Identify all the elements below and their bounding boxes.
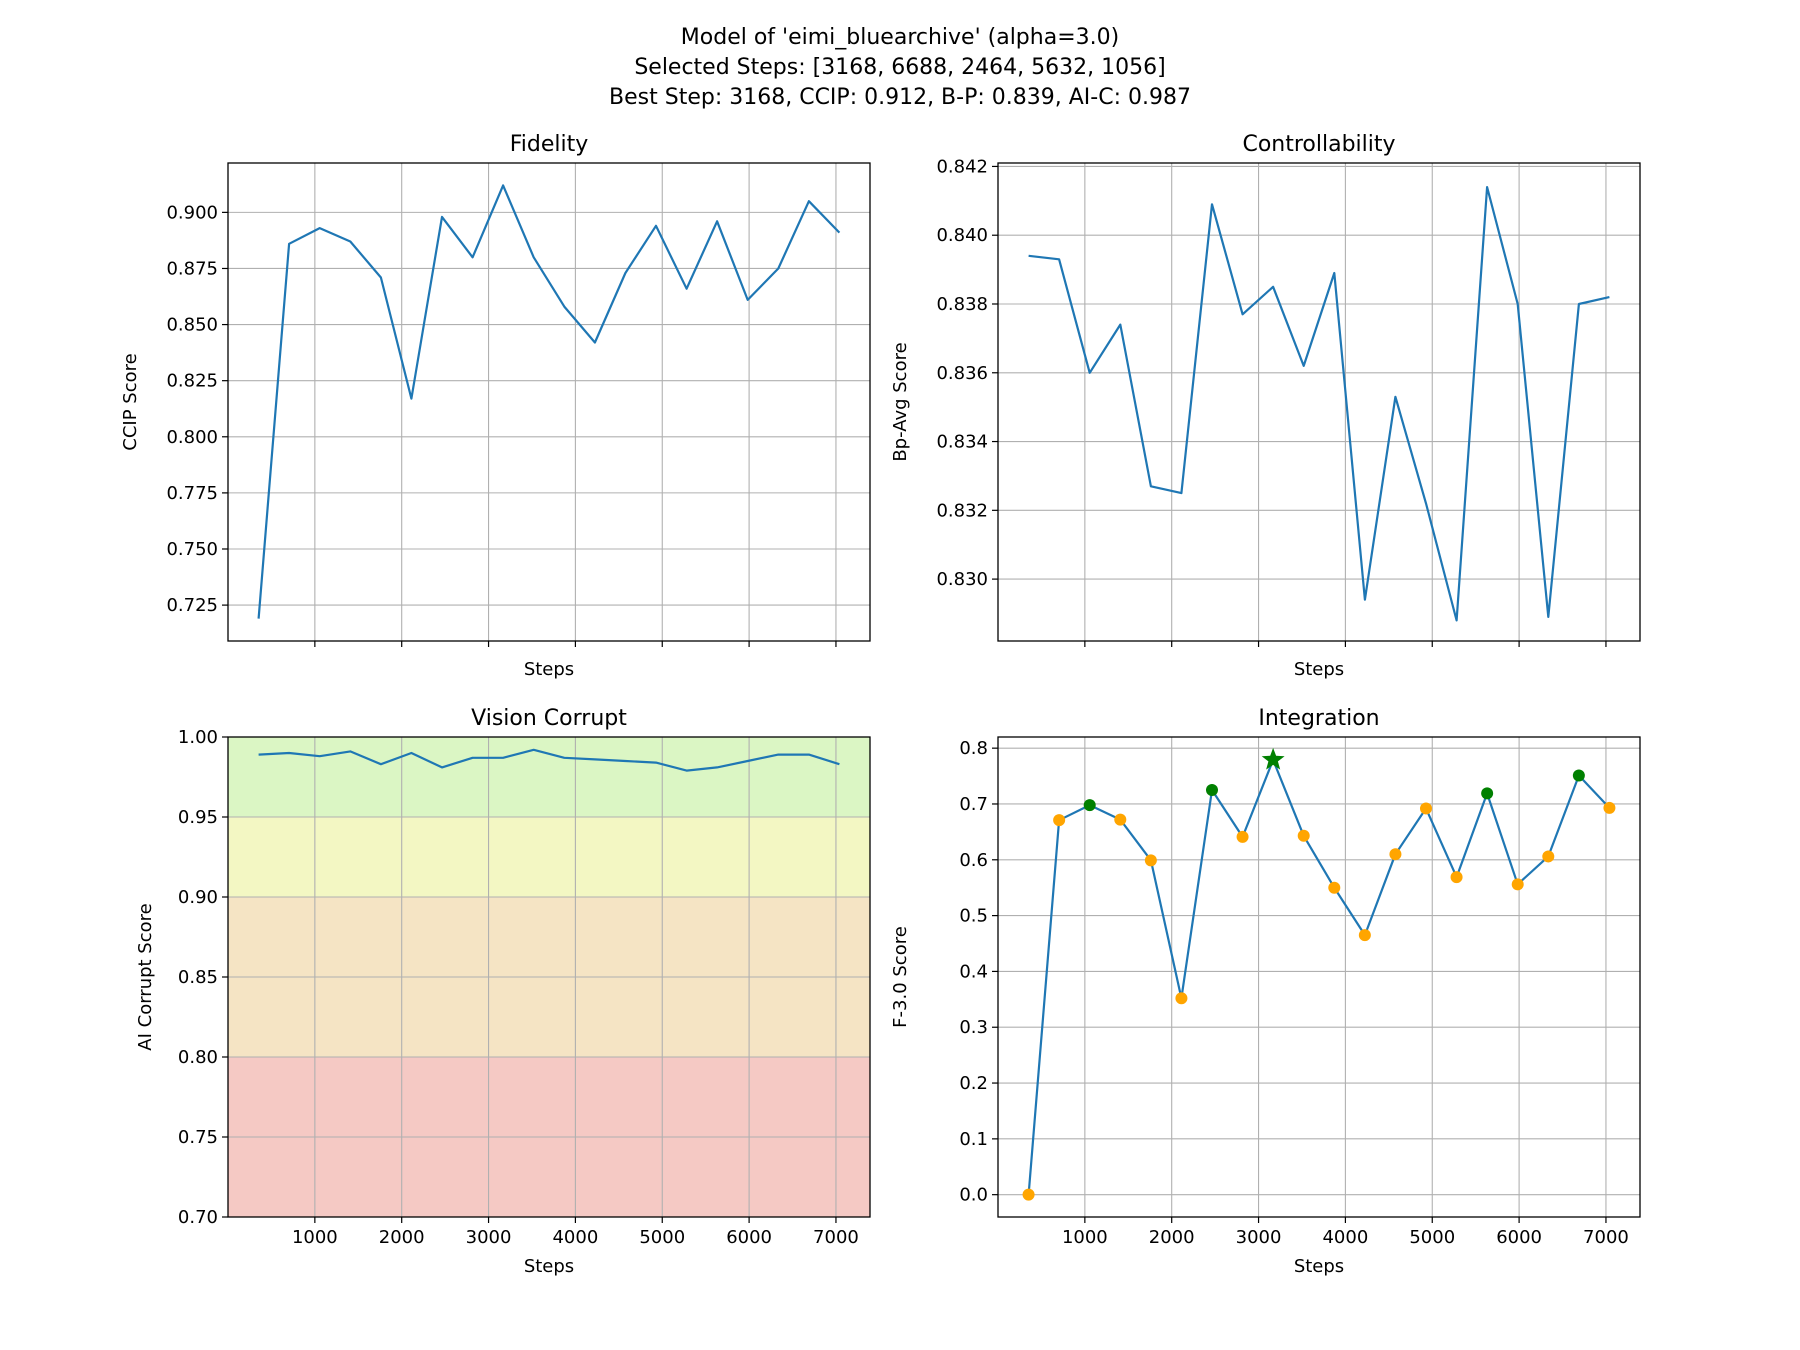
selected-step-point (1481, 787, 1494, 800)
x-tick-label: 7000 (1583, 1227, 1629, 1248)
x-tick-label: 4000 (1322, 1227, 1368, 1248)
y-axis-label: CCIP Score (120, 353, 141, 450)
y-tick-label: 0.90 (178, 887, 218, 908)
x-tick-label: 1000 (292, 1227, 338, 1248)
y-tick-label: 0.75 (178, 1127, 218, 1148)
panel-fidelity: 0.725 0.750 0.775 0.800 0.825 0.850 0.875 0.900… (120, 132, 871, 680)
x-tick-label: 1000 (1062, 1227, 1108, 1248)
x-tick-label: 3000 (466, 1227, 512, 1248)
best-step-star (1261, 747, 1285, 770)
y-tick-label: 0.830 (936, 569, 988, 590)
y-tick-label: 0.850 (166, 315, 218, 336)
suptitle-line-1: Model of 'eimi_bluearchive' (alpha=3.0) (681, 25, 1119, 50)
data-point (1175, 992, 1188, 1005)
y-axis-label: AI Corrupt Score (135, 903, 156, 1050)
data-point (1542, 850, 1555, 863)
x-axis-label: Steps (1294, 1256, 1344, 1277)
panel-title: Vision Corrupt (471, 706, 627, 731)
data-point (1144, 854, 1157, 867)
axes-frame (997, 162, 1641, 642)
data-point (1358, 929, 1371, 942)
y-tick-label: 0.836 (936, 363, 988, 384)
panel-controllability: 0.830 0.832 0.834 0.836 0.838 0.840 0.842 Contr… (890, 132, 1641, 680)
y-tick-label: 0.750 (166, 539, 218, 560)
y-tick-label: 0.800 (166, 427, 218, 448)
y-tick-label: 0.80 (178, 1047, 218, 1068)
data-point (1236, 830, 1249, 843)
data-point (1450, 871, 1463, 884)
suptitle-line-2: Selected Steps: [3168, 6688, 2464, 5632,… (634, 55, 1165, 80)
x-tick-label: 6000 (1496, 1227, 1542, 1248)
panel-title: Fidelity (510, 132, 589, 157)
figure-suptitle: Model of 'eimi_bluearchive' (alpha=3.0) … (609, 25, 1191, 110)
series-line-0 (258, 748, 840, 772)
panel-vision-corrupt: 1000 2000 3000 4000 5000 6000 7000 0.70 0.75 0.80… (135, 706, 871, 1277)
y-tick-label: 0.875 (166, 258, 218, 279)
y-axis-label: Bp-Avg Score (890, 342, 911, 461)
data-point (1389, 848, 1402, 861)
data-point (1297, 829, 1310, 842)
panel-integration: 1000 2000 3000 4000 5000 6000 7000 0.0 0.1 0.2 0.3… (890, 706, 1641, 1277)
x-tick-label: 5000 (639, 1227, 685, 1248)
series-line-0 (1028, 186, 1610, 622)
y-tick-label: 0.6 (959, 850, 988, 871)
data-point (1420, 802, 1432, 815)
y-tick-label: 0.0 (959, 1185, 988, 1206)
series-line-0 (1027, 758, 1611, 1195)
y-tick-label: 0.775 (166, 483, 218, 504)
subplots-grid: 0.7250.7500.7750.8000.8250.8500.8750.900… (120, 132, 1641, 1277)
band-0 (228, 737, 870, 817)
x-tick-label: 2000 (1149, 1227, 1195, 1248)
y-tick-label: 0.842 (936, 156, 988, 177)
x-tick-label: 2000 (379, 1227, 425, 1248)
x-tick-label: 4000 (552, 1227, 598, 1248)
data-point (1022, 1188, 1035, 1201)
y-tick-label: 0.7 (959, 794, 988, 815)
data-point (1603, 801, 1616, 814)
y-tick-label: 0.70 (178, 1207, 218, 1228)
y-tick-label: 0.2 (959, 1073, 988, 1094)
y-tick-label: 0.85 (178, 967, 218, 988)
y-tick-label: 0.3 (959, 1017, 988, 1038)
y-tick-label: 1.00 (178, 727, 218, 748)
y-tick-label: 0.832 (936, 500, 988, 521)
band-1 (228, 817, 870, 897)
selected-step-point (1083, 799, 1096, 812)
data-point (1511, 878, 1524, 891)
y-axis-label: F-3.0 Score (890, 926, 911, 1028)
y-tick-label: 0.838 (936, 294, 988, 315)
panel-title: Controllability (1242, 132, 1395, 157)
y-tick-label: 0.840 (936, 225, 988, 246)
x-tick-label: 6000 (726, 1227, 772, 1248)
selected-step-point (1572, 769, 1585, 782)
x-axis-label: Steps (1294, 659, 1344, 680)
x-tick-label: 7000 (813, 1227, 859, 1248)
axes-frame (227, 162, 871, 642)
y-tick-label: 0.834 (936, 432, 988, 453)
selected-step-point (1206, 784, 1218, 797)
x-axis-label: Steps (524, 1256, 574, 1277)
data-point (1328, 881, 1341, 894)
data-point (1053, 814, 1066, 827)
suptitle-line-3: Best Step: 3168, CCIP: 0.912, B-P: 0.839… (609, 85, 1191, 110)
y-tick-label: 0.725 (166, 595, 218, 616)
axes-frame (997, 736, 1641, 1218)
y-tick-label: 0.900 (166, 202, 218, 223)
y-tick-label: 0.5 (959, 906, 988, 927)
y-tick-label: 0.4 (959, 961, 988, 982)
data-point (1114, 813, 1127, 826)
x-tick-label: 5000 (1409, 1227, 1455, 1248)
panel-title: Integration (1258, 706, 1379, 731)
series-line-0 (257, 184, 841, 619)
y-tick-label: 0.95 (178, 807, 218, 828)
y-tick-label: 0.8 (959, 738, 988, 759)
y-tick-label: 0.1 (959, 1129, 988, 1150)
x-axis-label: Steps (524, 659, 574, 680)
x-tick-label: 3000 (1236, 1227, 1282, 1248)
y-tick-label: 0.825 (166, 371, 218, 392)
